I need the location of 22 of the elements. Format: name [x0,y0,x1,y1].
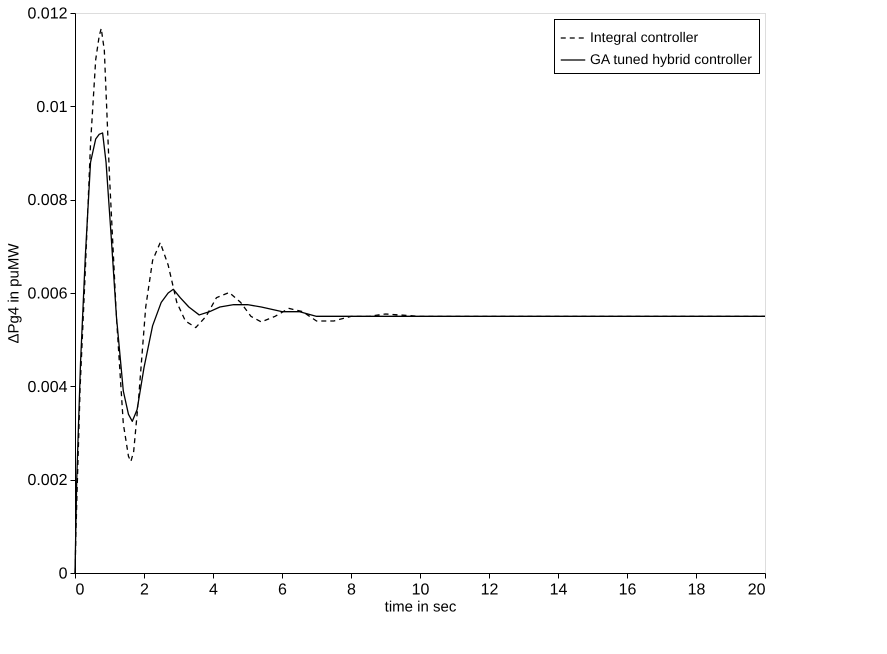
y-tick-label: 0.002 [27,472,68,490]
x-tick-label: 2 [140,582,150,598]
x-tick-label: 0 [76,582,84,598]
x-axis-title: time in sec [384,598,457,616]
x-tick-label: 12 [480,582,498,598]
x-tick-label: 18 [688,582,706,598]
x-tick-label: 8 [347,582,356,598]
y-axis-title: ΔPg4 in puMW [5,242,22,344]
y-tick-label: 0.004 [27,378,68,396]
y-tick-label: 0.008 [27,192,68,210]
y-tick-label: 0 [58,566,68,582]
x-tick-label: 16 [618,582,636,598]
x-tick-label: 4 [209,582,218,598]
x-tick-label: 14 [550,582,568,598]
x-tick-label: 20 [748,582,766,598]
y-tick-label: 0.006 [27,286,68,302]
legend-label: GA tuned hybrid controller [590,51,752,67]
x-tick-label: 10 [412,582,430,598]
legend-label: Integral controller [590,29,699,45]
x-tick-label: 6 [278,582,288,598]
y-tick-label: 0.01 [36,98,68,116]
y-tick-label: 0.012 [27,6,68,22]
